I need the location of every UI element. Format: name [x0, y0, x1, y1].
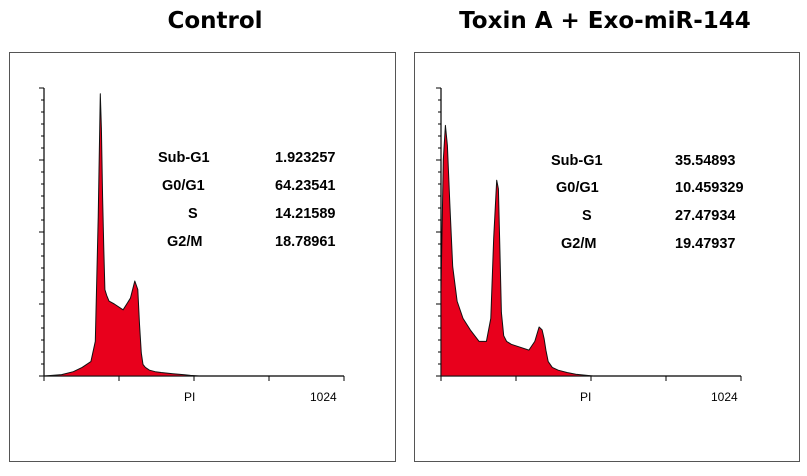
toxin-stat-value-g2m: 19.47937 [675, 236, 735, 252]
toxin-stat-phase-s: S [582, 208, 592, 224]
toxin-stat-phase-subg1: Sub-G1 [551, 153, 603, 169]
control-stat-phase-g2m: G2/M [167, 234, 202, 250]
toxin-stat-phase-g0g1: G0/G1 [556, 180, 599, 196]
control-x-axis-label: PI [184, 390, 195, 404]
toxin-plot-frame [414, 52, 800, 462]
control-panel-title: Control [167, 8, 263, 34]
control-stat-value-s: 14.21589 [275, 206, 335, 222]
control-plot-frame [9, 52, 396, 462]
toxin-histogram-area [440, 124, 594, 377]
toxin-x-max-label: 1024 [711, 390, 738, 404]
toxin-stat-value-g0g1: 10.459329 [675, 180, 744, 196]
control-histogram: PI 1024 Sub-G1 1.923257 G0/G1 64.23541 S… [39, 87, 345, 404]
control-x-max-label: 1024 [310, 390, 337, 404]
toxin-panel-title: Toxin A + Exo-miR-144 [459, 8, 751, 34]
control-stat-value-subg1: 1.923257 [275, 150, 335, 166]
control-stat-phase-g0g1: G0/G1 [162, 178, 205, 194]
toxin-stat-value-subg1: 35.54893 [675, 153, 735, 169]
control-stat-phase-subg1: Sub-G1 [158, 150, 210, 166]
control-stat-phase-s: S [188, 206, 198, 222]
toxin-x-axis-label: PI [580, 390, 591, 404]
toxin-stat-value-s: 27.47934 [675, 208, 735, 224]
control-histogram-area [43, 93, 200, 377]
toxin-stat-phase-g2m: G2/M [561, 236, 596, 252]
control-stat-value-g2m: 18.78961 [275, 234, 335, 250]
toxin-histogram: PI 1024 Sub-G1 35.54893 G0/G1 10.459329 … [436, 87, 744, 404]
control-stat-value-g0g1: 64.23541 [275, 178, 335, 194]
